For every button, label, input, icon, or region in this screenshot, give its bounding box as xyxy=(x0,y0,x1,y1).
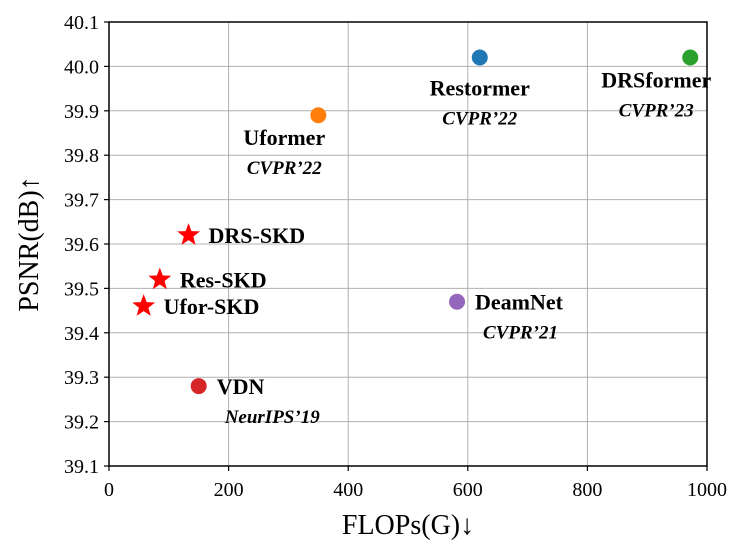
y-tick-label: 39.1 xyxy=(64,456,99,478)
point-label-drs-skd: DRS-SKD xyxy=(209,223,306,248)
y-tick-label: 39.9 xyxy=(64,101,99,123)
point-venue-deamnet: CVPR’21 xyxy=(483,323,558,344)
point-label-ufor-skd: Ufor-SKD xyxy=(164,294,260,319)
point-marker-deamnet xyxy=(449,293,466,310)
y-tick-label: 39.3 xyxy=(64,367,99,389)
star-marker-drs-skd xyxy=(177,223,200,245)
point-venue-restormer: CVPR’22 xyxy=(442,109,517,130)
y-tick-label: 39.5 xyxy=(64,278,99,300)
y-tick-label: 39.4 xyxy=(64,323,99,345)
point-marker-drsformer xyxy=(682,49,699,66)
y-tick-label: 40.1 xyxy=(64,12,99,34)
y-tick-label: 39.2 xyxy=(64,412,99,434)
data-points xyxy=(132,49,699,395)
point-label-deamnet: DeamNet xyxy=(475,290,564,315)
x-tick-label: 400 xyxy=(333,479,363,501)
point-marker-uformer xyxy=(310,107,327,124)
y-axis-label: PSNR(dB)↑ xyxy=(14,176,45,311)
point-venue-drsformer: CVPR’23 xyxy=(619,101,694,122)
star-marker-ufor-skd xyxy=(132,294,156,316)
point-label-drsformer: DRSformer xyxy=(601,68,711,93)
point-labels: Restormer CVPR’22 DRSformer CVPR’23 Uformer C… xyxy=(164,68,712,429)
point-label-uformer: Uformer xyxy=(243,125,325,150)
point-marker-restormer xyxy=(471,49,488,66)
point-venue-uformer: CVPR’22 xyxy=(247,158,322,179)
x-tick-label: 1000 xyxy=(687,479,727,501)
axis-ticks: 0 200 400 600 800 1000 39.1 39.2 39.3 39.4 39.5 39.… xyxy=(64,12,727,501)
point-label-restormer: Restormer xyxy=(430,76,530,101)
x-axis-label: FLOPs(G)↓ xyxy=(342,510,474,541)
y-tick-label: 39.7 xyxy=(64,190,99,212)
y-tick-label: 39.8 xyxy=(64,145,99,167)
y-tick-label: 40.0 xyxy=(64,56,99,78)
point-venue-vdn: NeurIPS’19 xyxy=(224,407,321,428)
x-tick-label: 0 xyxy=(104,479,114,501)
x-tick-label: 600 xyxy=(453,479,483,501)
point-label-res-skd: Res-SKD xyxy=(180,268,267,293)
x-tick-label: 800 xyxy=(572,479,602,501)
point-label-vdn: VDN xyxy=(217,374,265,399)
star-marker-res-skd xyxy=(148,267,172,290)
x-tick-label: 200 xyxy=(214,479,244,501)
y-tick-label: 39.6 xyxy=(64,234,99,256)
point-marker-vdn xyxy=(190,378,207,395)
